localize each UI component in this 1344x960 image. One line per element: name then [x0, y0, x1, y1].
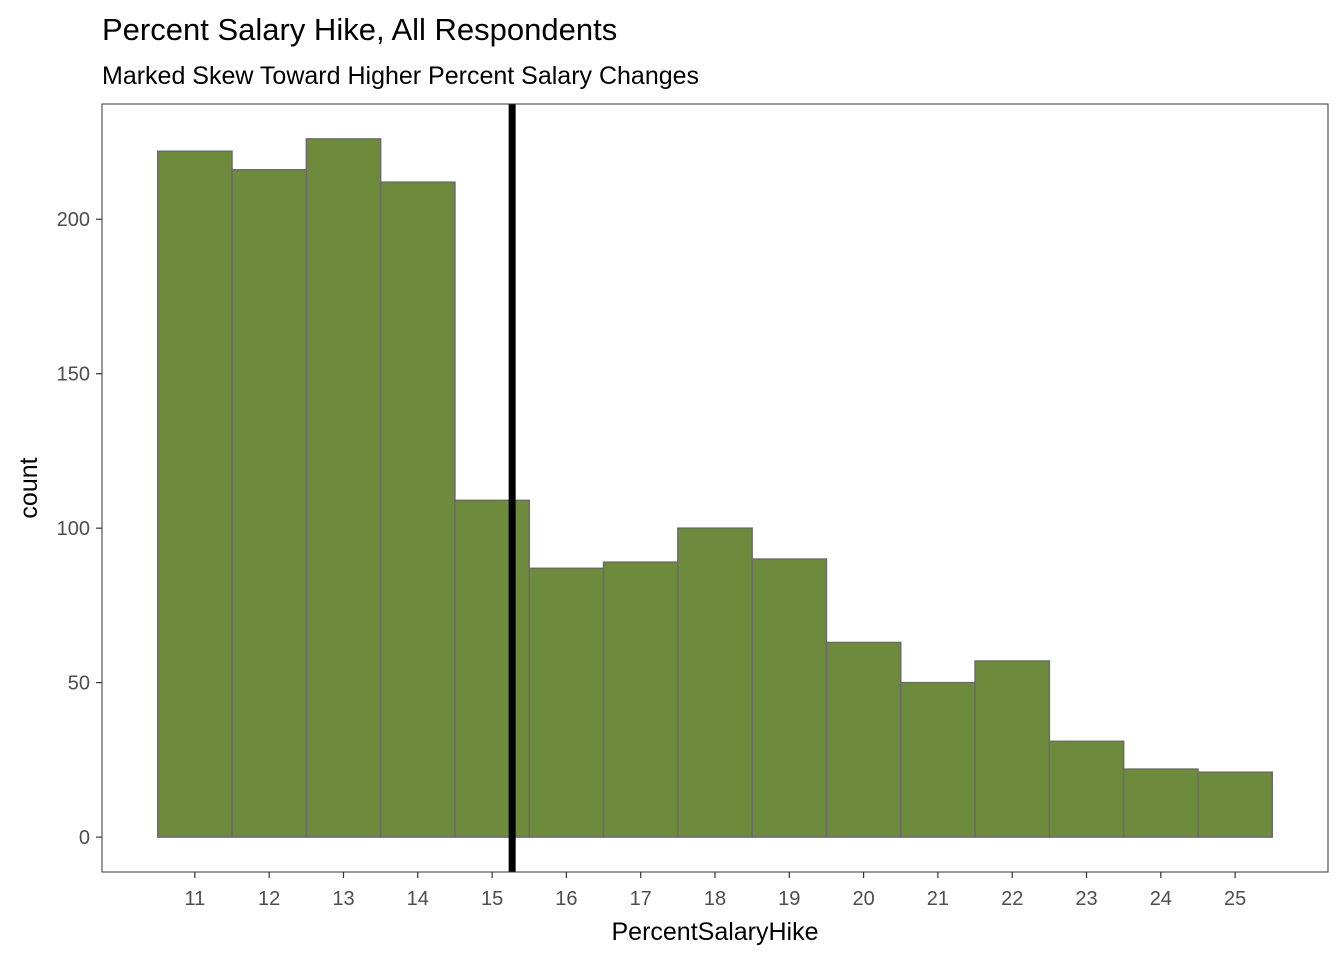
bar-16 — [528, 567, 605, 838]
bar-24 — [1122, 768, 1199, 838]
bar-14 — [379, 181, 456, 838]
x-axis-title: PercentSalaryHike — [611, 918, 818, 946]
bar-25 — [1197, 771, 1274, 838]
x-tick-label: 22 — [1001, 888, 1023, 910]
x-tick-label: 21 — [927, 888, 949, 910]
y-tick-label: 100 — [57, 518, 90, 540]
bar-20 — [825, 641, 902, 838]
bar-21 — [900, 681, 976, 838]
x-tick-label: 18 — [704, 888, 726, 910]
x-tick-label: 14 — [407, 888, 429, 910]
y-tick-label: 50 — [68, 673, 90, 695]
chart-title: Percent Salary Hike, All Respondents — [102, 12, 617, 47]
x-tick-label: 12 — [258, 888, 280, 910]
y-tick-label: 150 — [57, 364, 90, 386]
y-tick-label: 0 — [79, 827, 90, 849]
bar-12 — [231, 169, 308, 838]
x-tick-label: 23 — [1075, 888, 1097, 910]
x-tick-label: 11 — [184, 888, 205, 910]
bar-22 — [974, 660, 1051, 838]
x-tick-label: 13 — [332, 888, 354, 910]
bars-layer — [156, 138, 1274, 838]
x-tick-label: 20 — [852, 888, 874, 910]
x-tick-label: 19 — [778, 888, 800, 910]
bar-11 — [156, 150, 233, 838]
bar-23 — [1048, 740, 1125, 838]
bar-18 — [677, 527, 753, 838]
bar-17 — [602, 561, 679, 838]
y-axis-title: count — [15, 457, 43, 518]
x-tick-label: 24 — [1150, 888, 1172, 910]
x-axis: 11 12 13 14 15 16 17 18 19 20 21 22 23 24 25 — [184, 872, 1246, 910]
y-axis: 0 50 100 150 200 — [57, 209, 102, 849]
x-tick-label: 15 — [481, 888, 503, 910]
x-tick-label: 25 — [1224, 888, 1246, 910]
bar-15 — [454, 499, 530, 838]
x-tick-label: 16 — [555, 888, 577, 910]
x-tick-label: 17 — [630, 888, 652, 910]
bar-19 — [751, 558, 828, 838]
chart-subtitle: Marked Skew Toward Higher Percent Salary… — [102, 62, 699, 90]
y-tick-label: 200 — [57, 209, 90, 231]
bar-13 — [305, 138, 382, 838]
